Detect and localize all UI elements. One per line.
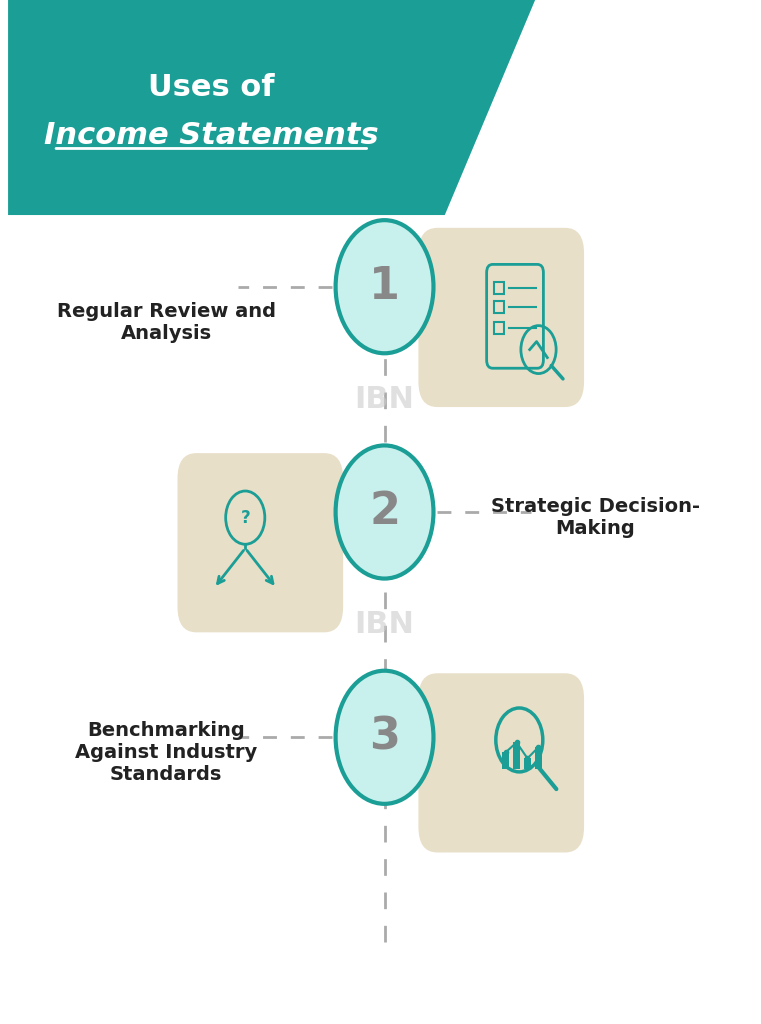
FancyBboxPatch shape [502, 753, 509, 769]
Polygon shape [8, 0, 535, 215]
Text: Strategic Decision-
Making: Strategic Decision- Making [491, 497, 700, 538]
FancyBboxPatch shape [513, 742, 521, 769]
Text: IBN: IBN [355, 385, 415, 414]
Circle shape [336, 671, 434, 804]
FancyBboxPatch shape [177, 454, 343, 633]
Text: Income Statements: Income Statements [44, 121, 379, 150]
Circle shape [336, 220, 434, 353]
Text: ?: ? [240, 509, 250, 526]
Circle shape [336, 445, 434, 579]
Text: 3: 3 [369, 716, 400, 759]
FancyBboxPatch shape [419, 228, 584, 408]
FancyBboxPatch shape [419, 674, 584, 852]
Text: Uses of: Uses of [148, 73, 275, 101]
FancyBboxPatch shape [535, 748, 542, 769]
Text: 1: 1 [369, 265, 400, 308]
Text: Benchmarking
Against Industry
Standards: Benchmarking Against Industry Standards [75, 721, 257, 784]
Text: 2: 2 [369, 490, 400, 534]
Text: IBN: IBN [355, 610, 415, 639]
Text: Regular Review and
Analysis: Regular Review and Analysis [56, 302, 275, 343]
FancyBboxPatch shape [524, 759, 531, 769]
